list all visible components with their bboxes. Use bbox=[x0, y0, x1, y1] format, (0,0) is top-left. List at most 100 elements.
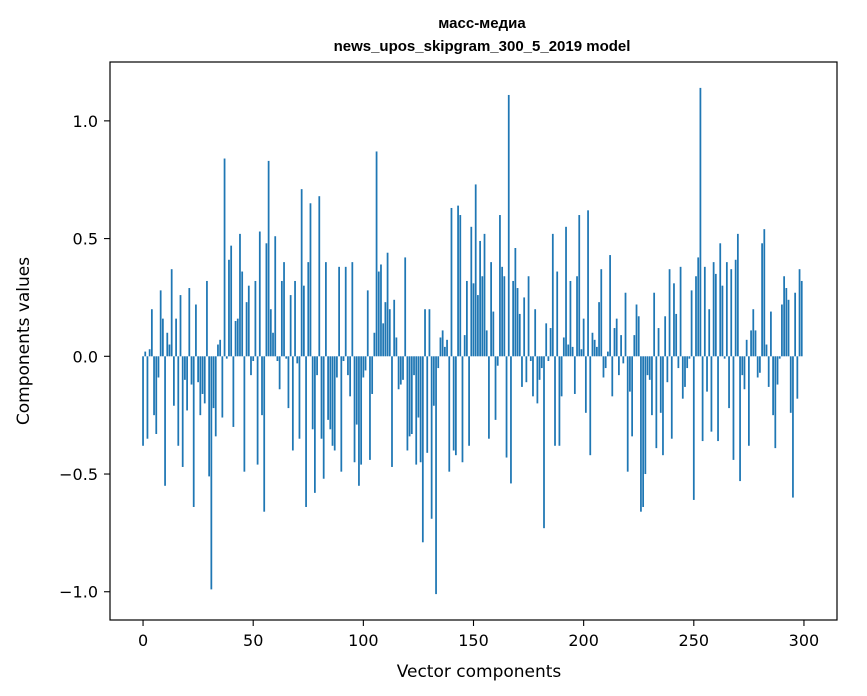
bar-210 bbox=[604, 356, 607, 369]
bar-258 bbox=[710, 356, 713, 432]
bar-159 bbox=[492, 311, 495, 357]
y-tick-label: −1.0 bbox=[59, 583, 98, 602]
bar-170 bbox=[516, 288, 519, 357]
bar-43 bbox=[236, 318, 239, 357]
bar-152 bbox=[477, 295, 479, 357]
bar-173 bbox=[523, 297, 526, 357]
bar-68 bbox=[291, 356, 294, 451]
bar-228 bbox=[644, 356, 647, 475]
bar-182 bbox=[543, 356, 545, 529]
bar-276 bbox=[750, 330, 752, 357]
bar-62 bbox=[278, 356, 281, 390]
bar-214 bbox=[613, 328, 616, 357]
bar-75 bbox=[307, 262, 310, 357]
bar-294 bbox=[789, 356, 792, 413]
x-tick-label: 250 bbox=[679, 631, 710, 650]
bar-111 bbox=[386, 252, 389, 357]
x-tick-label: 100 bbox=[348, 631, 379, 650]
bar-55 bbox=[263, 356, 266, 512]
bar-31 bbox=[210, 356, 213, 590]
bar-144 bbox=[459, 215, 462, 357]
bar-49 bbox=[250, 356, 252, 376]
bar-211 bbox=[607, 351, 609, 357]
bar-139 bbox=[448, 356, 451, 472]
bar-265 bbox=[725, 262, 728, 357]
x-tick-label: 0 bbox=[138, 631, 148, 650]
bar-158 bbox=[490, 262, 492, 357]
bar-284 bbox=[767, 356, 770, 387]
bar-236 bbox=[662, 356, 664, 456]
bar-289 bbox=[778, 356, 781, 359]
x-axis-ticks: 0 50 100 150 200 250 300 bbox=[138, 620, 819, 650]
bar-270 bbox=[736, 233, 739, 357]
bar-253 bbox=[699, 87, 702, 357]
bar-37 bbox=[223, 158, 226, 357]
bar-252 bbox=[697, 257, 700, 357]
bar-57 bbox=[267, 160, 270, 357]
bar-51 bbox=[254, 280, 257, 357]
bar-205 bbox=[593, 339, 596, 357]
bar-204 bbox=[591, 332, 594, 357]
bar-33 bbox=[214, 356, 217, 437]
bar-279 bbox=[756, 356, 759, 378]
bar-104 bbox=[371, 356, 374, 394]
bar-92 bbox=[344, 266, 347, 357]
bar-290 bbox=[781, 304, 783, 357]
bar-260 bbox=[714, 273, 717, 357]
bar-190 bbox=[560, 356, 563, 397]
bar-150 bbox=[472, 283, 475, 357]
bar-118 bbox=[402, 356, 404, 380]
bar-137 bbox=[443, 346, 446, 357]
bar-165 bbox=[505, 356, 508, 458]
bar-178 bbox=[534, 309, 537, 357]
bar-20 bbox=[186, 356, 188, 411]
bar-107 bbox=[377, 271, 380, 357]
bar-233 bbox=[655, 356, 658, 449]
bar-13 bbox=[170, 269, 173, 357]
bar-288 bbox=[776, 356, 779, 385]
bar-189 bbox=[558, 356, 561, 446]
bar-78 bbox=[314, 356, 316, 493]
bar-147 bbox=[466, 280, 468, 357]
bar-202 bbox=[587, 210, 589, 357]
x-axis-label: Vector components bbox=[397, 662, 562, 682]
bar-297 bbox=[796, 356, 799, 399]
bar-172 bbox=[521, 356, 523, 387]
bar-138 bbox=[446, 339, 448, 357]
bar-60 bbox=[274, 236, 277, 357]
bar-160 bbox=[494, 356, 497, 420]
bar-30 bbox=[208, 356, 211, 477]
bar-36 bbox=[221, 356, 224, 418]
bar-166 bbox=[507, 94, 510, 357]
bar-10 bbox=[164, 356, 166, 486]
bar-235 bbox=[659, 356, 662, 413]
bar-275 bbox=[748, 356, 750, 446]
bar-117 bbox=[399, 356, 402, 385]
bar-70 bbox=[296, 356, 299, 364]
bar-180 bbox=[538, 356, 541, 380]
bar-47 bbox=[245, 302, 248, 357]
bar-223 bbox=[633, 335, 636, 357]
bar-9 bbox=[161, 318, 164, 357]
bar-239 bbox=[668, 269, 671, 357]
bar-89 bbox=[338, 266, 340, 357]
bar-151 bbox=[474, 184, 477, 357]
bar-81 bbox=[320, 356, 323, 439]
bar-135 bbox=[439, 337, 442, 357]
bar-215 bbox=[615, 318, 618, 357]
bar-164 bbox=[503, 276, 506, 357]
bar-213 bbox=[611, 356, 614, 397]
bar-247 bbox=[686, 356, 689, 369]
bar-161 bbox=[496, 356, 499, 366]
bar-112 bbox=[388, 309, 391, 357]
bar-192 bbox=[565, 226, 567, 357]
bar-153 bbox=[479, 240, 481, 357]
bar-171 bbox=[518, 313, 521, 357]
bar-291 bbox=[783, 276, 786, 357]
bar-124 bbox=[415, 356, 418, 465]
bar-176 bbox=[529, 356, 532, 362]
bar-154 bbox=[481, 276, 484, 357]
bar-250 bbox=[692, 356, 695, 500]
bar-85 bbox=[329, 356, 332, 430]
bar-224 bbox=[635, 304, 638, 357]
